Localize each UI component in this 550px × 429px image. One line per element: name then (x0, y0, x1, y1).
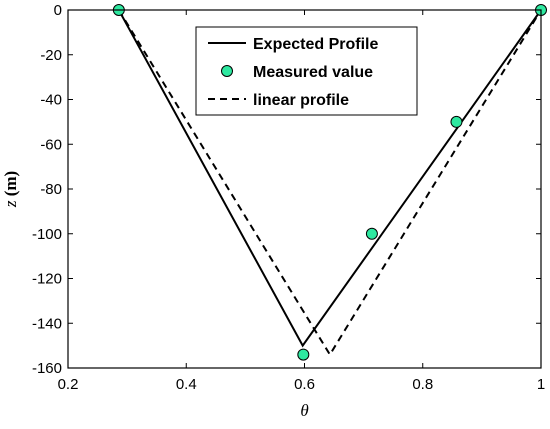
legend-entry-expected-profile: Expected Profile (253, 36, 378, 53)
legend-swatch-measured-value (221, 65, 233, 77)
x-tick-label: 0.2 (58, 376, 79, 393)
x-tick-label: 1 (537, 376, 545, 393)
legend-box (195, 26, 418, 116)
measured-point (365, 227, 378, 240)
x-axis: 0.2 0.4 0.6 0.8 1 (58, 10, 545, 393)
series-linear-profile (117, 9, 542, 357)
x-axis-label: θ (300, 401, 308, 420)
measured-point (297, 348, 310, 361)
legend: Expected Profile Measured value linear p… (195, 26, 418, 116)
y-tick-label: -100 (32, 226, 62, 243)
y-axis-label-unit: (m) (1, 171, 20, 201)
y-tick-label: -60 (40, 136, 62, 153)
y-axis: 0 -20 -40 -60 -80 -100 -120 -140 -160 (32, 2, 541, 377)
legend-entry-linear-profile: linear profile (253, 92, 349, 109)
x-tick-label: 0.8 (412, 376, 433, 393)
legend-entry-measured-value: Measured value (253, 64, 373, 81)
y-axis-label: z (m) (1, 171, 20, 208)
y-tick-label: -140 (32, 315, 62, 332)
y-tick-label: -40 (40, 92, 62, 109)
y-tick-label: -120 (32, 271, 62, 288)
x-tick-label: 0.6 (294, 376, 315, 393)
y-tick-label: 0 (54, 2, 62, 19)
y-tick-label: -20 (40, 47, 62, 64)
y-axis-label-variable: z (1, 200, 20, 208)
x-tick-label: 0.4 (176, 376, 197, 393)
measured-point (450, 115, 463, 128)
y-tick-label: -160 (32, 360, 62, 377)
y-tick-label: -80 (40, 181, 62, 198)
